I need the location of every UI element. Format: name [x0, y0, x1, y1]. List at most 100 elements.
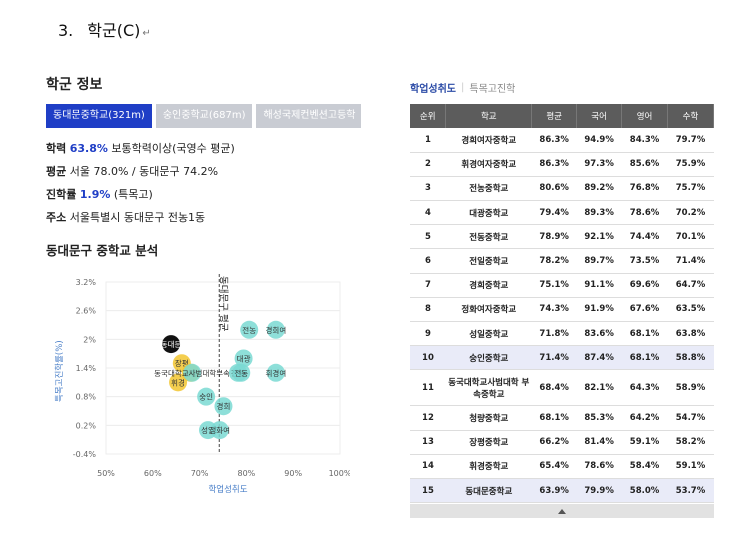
cell-math: 59.1% — [667, 454, 714, 479]
y-tick-label: 0.8% — [76, 393, 97, 402]
academic-line: 학력 63.8% 보통학력이상(국영수 평균) — [46, 140, 235, 156]
point-label: 성일 — [201, 426, 215, 435]
cell-rank: 14 — [410, 454, 446, 479]
cell-english: 74.4% — [621, 224, 668, 250]
table-row: 8 정화여자중학교 74.3% 91.9% 67.6% 63.5% — [410, 297, 714, 323]
cell-school: 숭인중학교 — [445, 345, 532, 371]
cell-school: 전농중학교 — [445, 176, 532, 202]
table-row: 14 휘경중학교 65.4% 78.6% 58.4% 59.1% — [410, 454, 714, 479]
cell-math: 64.7% — [667, 273, 714, 298]
cell-math: 58.9% — [667, 369, 714, 407]
data-point[interactable] — [266, 363, 285, 382]
cell-average: 71.4% — [531, 345, 577, 371]
cell-math: 54.7% — [667, 405, 714, 431]
tab-dongdaemun[interactable]: 동대문중학교(321m) — [46, 104, 152, 128]
table-row: 10 숭인중학교 71.4% 87.4% 68.1% 58.8% — [410, 345, 714, 371]
section-title: 학군(C) — [87, 21, 141, 40]
cell-rank: 6 — [410, 248, 446, 274]
cell-korean: 79.9% — [576, 478, 622, 504]
return-mark: ↵ — [142, 28, 151, 39]
y-tick-label: 0.2% — [76, 421, 97, 430]
data-point[interactable] — [266, 320, 285, 339]
average-label: 평균 — [46, 165, 67, 178]
point-label: 전동 — [234, 368, 248, 378]
address-line: 주소 서울특별시 동대문구 전농1동 — [46, 209, 205, 225]
cell-average: 86.3% — [531, 128, 577, 153]
cell-english: 59.1% — [621, 430, 668, 455]
cell-school: 대광중학교 — [445, 200, 532, 226]
data-point[interactable] — [169, 373, 188, 392]
header-average: 평균 — [531, 104, 578, 128]
y-tick-label: 3.2% — [76, 278, 97, 287]
academic-note: 보통학력이상(국영수 평균) — [111, 142, 235, 155]
cell-average: 74.3% — [531, 297, 577, 323]
cell-korean: 82.1% — [576, 369, 622, 407]
data-point[interactable] — [240, 320, 259, 339]
cell-korean: 87.4% — [576, 345, 622, 371]
tab-special-high[interactable]: 특목고진학 — [469, 84, 516, 95]
table-row: 5 전동중학교 78.9% 92.1% 74.4% 70.1% — [410, 224, 714, 250]
tab-separator: | — [461, 82, 465, 93]
x-tick-label: 80% — [238, 469, 256, 478]
table-row: 7 경희중학교 75.1% 91.1% 69.6% 64.7% — [410, 273, 714, 298]
cell-korean: 78.6% — [576, 454, 622, 479]
cell-school: 장평중학교 — [445, 430, 532, 455]
cell-math: 58.8% — [667, 345, 714, 371]
school-district-title: 학군 정보 — [46, 77, 103, 93]
x-tick-label: 70% — [191, 469, 209, 478]
cell-rank: 7 — [410, 273, 446, 298]
cell-english: 76.8% — [621, 176, 668, 202]
cell-average: 65.4% — [531, 454, 577, 479]
cell-english: 67.6% — [621, 297, 668, 323]
table-row: 6 전일중학교 78.2% 89.7% 73.5% 71.4% — [410, 248, 714, 274]
cell-english: 69.6% — [621, 273, 668, 298]
data-point[interactable] — [183, 363, 202, 382]
tab-achievement[interactable]: 학업성취도 — [410, 84, 456, 95]
cell-math: 79.7% — [667, 128, 714, 153]
cell-math: 58.2% — [667, 430, 714, 455]
section-heading: 3. 학군(C) ↵ — [58, 17, 151, 41]
tab-sungin[interactable]: 숭인중학교(687m) — [155, 104, 253, 128]
table-row: 3 전농중학교 80.6% 89.2% 76.8% 75.7% — [410, 176, 714, 202]
data-point[interactable] — [197, 387, 216, 406]
point-label: 전농 — [242, 325, 256, 335]
x-tick-label: 50% — [97, 469, 115, 478]
data-point[interactable] — [162, 335, 181, 354]
cell-average: 66.2% — [531, 430, 577, 455]
cell-english: 68.1% — [621, 345, 668, 371]
cell-rank: 2 — [410, 152, 446, 177]
y-tick-labels: 3.2% 2.6% 2% 1.4% 0.8% 0.2% -0.4% — [73, 278, 97, 459]
cell-rank: 13 — [410, 430, 446, 455]
cell-rank: 8 — [410, 297, 446, 323]
data-point[interactable] — [214, 397, 233, 416]
cell-korean: 89.2% — [576, 176, 622, 202]
cell-average: 86.3% — [531, 152, 577, 177]
cell-rank: 11 — [410, 369, 446, 407]
header-rank: 순위 — [410, 104, 447, 128]
x-tick-label: 60% — [144, 469, 162, 478]
cell-average: 80.6% — [531, 176, 577, 202]
x-tick-labels: 50% 60% 70% 80% 90% 100% — [97, 469, 350, 478]
collapse-button[interactable] — [410, 504, 714, 518]
cell-average: 75.1% — [531, 273, 577, 298]
y-tick-label: -0.4% — [73, 450, 97, 459]
data-point[interactable] — [210, 421, 229, 440]
cell-rank: 1 — [410, 128, 446, 153]
table-row: 15 동대문중학교 63.9% 79.9% 58.0% 53.7% — [410, 478, 714, 504]
point-label: 휘경 — [171, 377, 185, 387]
cell-rank: 15 — [410, 478, 446, 504]
cell-korean: 83.6% — [576, 321, 622, 347]
school-tabs: 동대문중학교(321m) 숭인중학교(687m) 해성국제컨벤션고등학 — [46, 104, 362, 128]
cell-korean: 89.7% — [576, 248, 622, 274]
data-point[interactable] — [234, 349, 253, 368]
ranking-table: 순위 학교 평균 국어 영어 수학 1 경희여자중학교 86.3% 94.9% 84.3… — [410, 104, 714, 504]
cell-school: 경희중학교 — [445, 273, 532, 298]
table-body: 1 경희여자중학교 86.3% 94.9% 84.3% 79.7% 2 휘경여자중학교 86.3… — [410, 128, 714, 504]
x-tick-label: 100% — [329, 469, 350, 478]
cell-math: 63.8% — [667, 321, 714, 347]
cell-english: 64.3% — [621, 369, 668, 407]
cell-school: 동국대학교사범대학 부속중학교 — [445, 369, 532, 407]
average-value: 서울 78.0% / 동대문구 74.2% — [69, 165, 219, 178]
data-point[interactable] — [232, 363, 251, 382]
tab-haesung[interactable]: 해성국제컨벤션고등학 — [256, 104, 362, 128]
